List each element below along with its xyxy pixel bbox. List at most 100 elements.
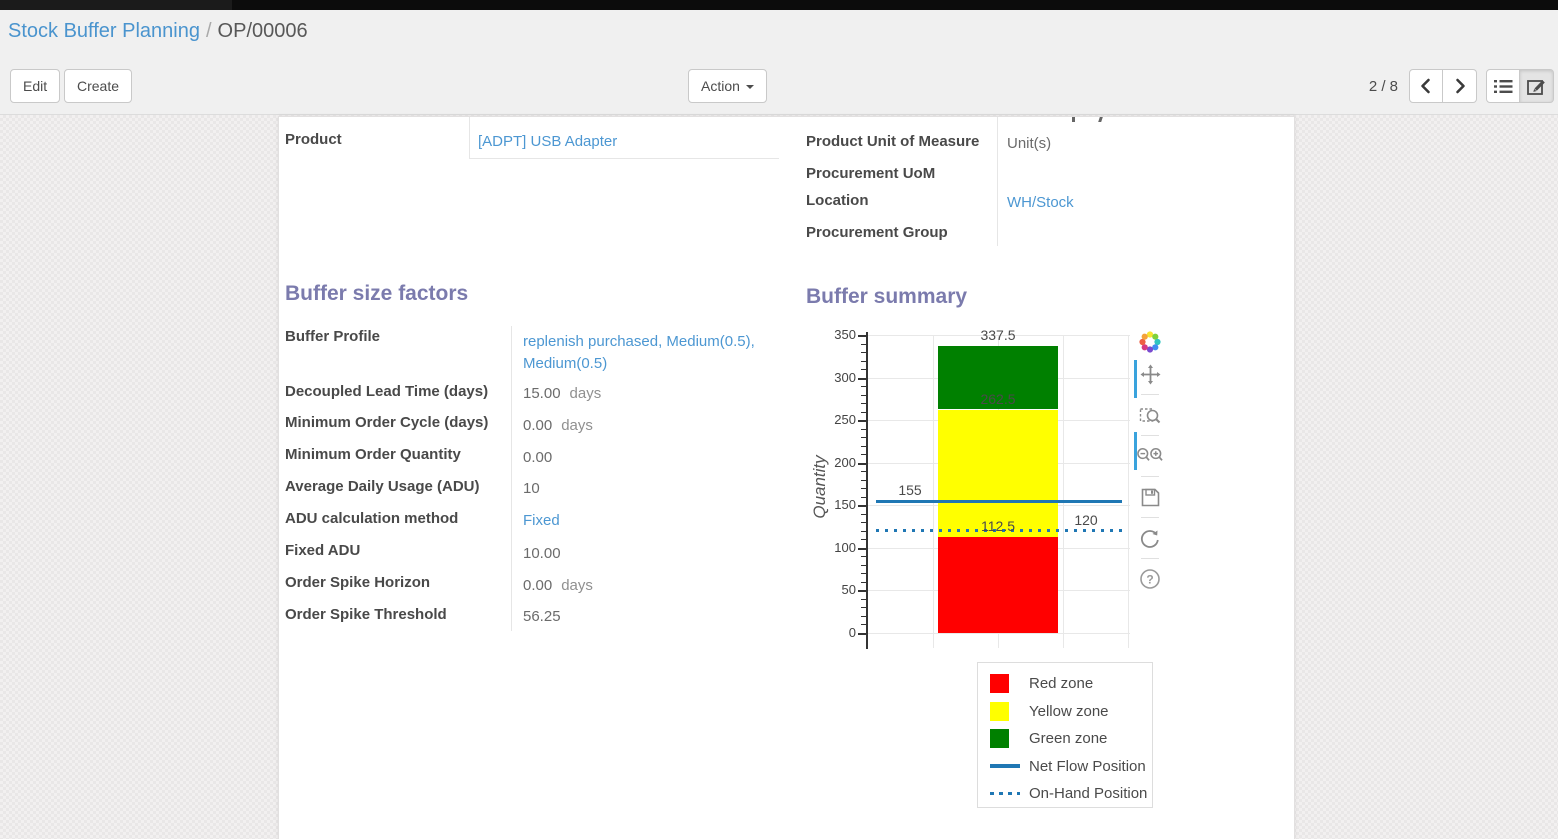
adu-label: Average Daily Usage (ADU) [285, 478, 480, 495]
edit-button[interactable]: Edit [10, 69, 61, 103]
adu-value: 10 [523, 480, 540, 497]
field-underline [469, 158, 779, 159]
adu-method-label: ADU calculation method [285, 510, 459, 527]
legend-item-yellow-zone[interactable]: Yellow zone [978, 698, 1152, 726]
adu-method-value-link[interactable]: Fixed [523, 512, 560, 529]
gridline [1128, 335, 1129, 648]
chevron-down-icon [745, 85, 754, 90]
y-axis-tick [858, 505, 866, 508]
chevron-right-icon [1455, 78, 1465, 94]
y-axis-tick [861, 343, 866, 345]
y-axis-tick [858, 420, 866, 423]
location-value-link[interactable]: WH/Stock [1007, 194, 1074, 211]
y-axis-tick [858, 633, 866, 635]
help-icon[interactable]: ? [1137, 567, 1163, 591]
y-axis-tick [861, 488, 866, 490]
next-record-button[interactable] [1443, 69, 1477, 103]
buffer-size-factors-title: Buffer size factors [285, 282, 469, 305]
y-axis-tick [861, 615, 866, 617]
min-order-qty-value: 0.00 [523, 449, 553, 466]
order-spike-horizon-value: 0.00 days [523, 577, 593, 594]
y-axis-tick [861, 479, 866, 481]
list-view-icon [1493, 79, 1512, 93]
fixed-adu-label: Fixed ADU [285, 542, 361, 559]
y-axis-tick [861, 496, 866, 498]
product-uom-label: Product Unit of Measure [806, 133, 980, 150]
breadcrumb-section-link[interactable]: Stock Buffer Planning [8, 20, 200, 42]
chart-legend: Red zone Yellow zone Green zone Net Flow… [977, 662, 1153, 808]
y-axis-tick [861, 352, 866, 354]
buffer-profile-value-link[interactable]: replenish purchased, Medium(0.5), Medium… [523, 333, 755, 372]
zoom-box-icon[interactable] [1137, 403, 1163, 427]
list-view-button[interactable] [1486, 69, 1520, 103]
y-axis-line [866, 332, 868, 649]
y-axis-tick [861, 386, 866, 388]
pan-icon[interactable] [1137, 362, 1163, 386]
header-divider [0, 114, 1558, 115]
modebar-separator [1141, 394, 1159, 395]
record-pager-count: 2 / 8 [1368, 78, 1398, 95]
order-spike-horizon-label: Order Spike Horizon [285, 574, 431, 591]
y-axis-tick [861, 394, 866, 396]
y-axis-tick [858, 462, 866, 465]
y-tick-label: 250 [834, 412, 856, 428]
y-axis-tick [861, 369, 866, 371]
product-value-link[interactable]: [ADPT] USB Adapter [478, 133, 618, 150]
breadcrumb-separator: / [205, 20, 212, 42]
chart-plot: 0 50 100 150 200 250 300 350 337.5 262.5 112.5 155 1… [812, 325, 1172, 660]
zoom-in-out-icon[interactable] [1137, 444, 1163, 468]
y-axis-tick [861, 428, 866, 430]
plotly-logo-icon[interactable] [1137, 330, 1163, 354]
y-tick-label: 150 [834, 497, 856, 513]
chevron-left-icon [1421, 78, 1430, 94]
gridline [1063, 335, 1064, 648]
modebar-active-indicator [1134, 360, 1137, 398]
green-zone [938, 345, 1058, 410]
gridline [868, 633, 1130, 634]
y-axis-tick [861, 522, 866, 524]
action-dropdown-button[interactable]: Action [688, 69, 767, 103]
y-axis-tick [861, 530, 866, 532]
y-axis-tick [861, 445, 866, 447]
legend-item-green-zone[interactable]: Green zone [978, 725, 1152, 753]
buffer-summary-title: Buffer summary [806, 285, 968, 308]
days-suffix: days [561, 417, 593, 434]
y-axis-tick [858, 335, 866, 337]
legend-item-net-flow-position[interactable]: Net Flow Position [978, 753, 1152, 781]
location-label: Location [806, 192, 869, 209]
y-axis-tick [861, 573, 866, 575]
reset-axes-icon[interactable] [1137, 526, 1163, 550]
y-tick-label: 100 [834, 539, 856, 555]
create-button[interactable]: Create [64, 69, 133, 103]
chart-annotation: 337.5 [980, 326, 1016, 343]
buffer-profile-label: Buffer Profile [285, 328, 381, 345]
gridline [868, 335, 1130, 336]
modebar-separator [1141, 558, 1159, 559]
field-separator [997, 117, 998, 246]
save-icon[interactable] [1137, 485, 1163, 509]
y-tick-label: 300 [834, 369, 856, 385]
legend-item-red-zone[interactable]: Red zone [978, 670, 1152, 698]
y-tick-label: 350 [834, 327, 856, 342]
form-view-button[interactable] [1520, 69, 1554, 103]
y-axis-tick [861, 437, 866, 439]
chart-annotation: 155 [898, 482, 922, 499]
min-order-cycle-value: 0.00 days [523, 417, 593, 434]
y-axis-tick [861, 556, 866, 558]
form-view-icon [1526, 80, 1545, 95]
chart-annotation: 262.5 [980, 390, 1016, 407]
legend-item-on-hand-position[interactable]: On-Hand Position [978, 780, 1152, 808]
y-axis-tick [858, 547, 866, 550]
chart-modebar: ? [1130, 326, 1170, 595]
action-dropdown-label: Action [701, 78, 740, 94]
y-axis-tick [861, 411, 866, 413]
clipped-text-artifact [1072, 117, 1075, 122]
y-tick-label: 0 [848, 625, 856, 640]
field-separator [511, 326, 512, 631]
modebar-separator [1141, 517, 1159, 518]
y-axis-tick [861, 607, 866, 609]
previous-record-button[interactable] [1409, 69, 1443, 103]
chart-annotation: 112.5 [981, 518, 1015, 535]
y-axis-tick [861, 539, 866, 541]
